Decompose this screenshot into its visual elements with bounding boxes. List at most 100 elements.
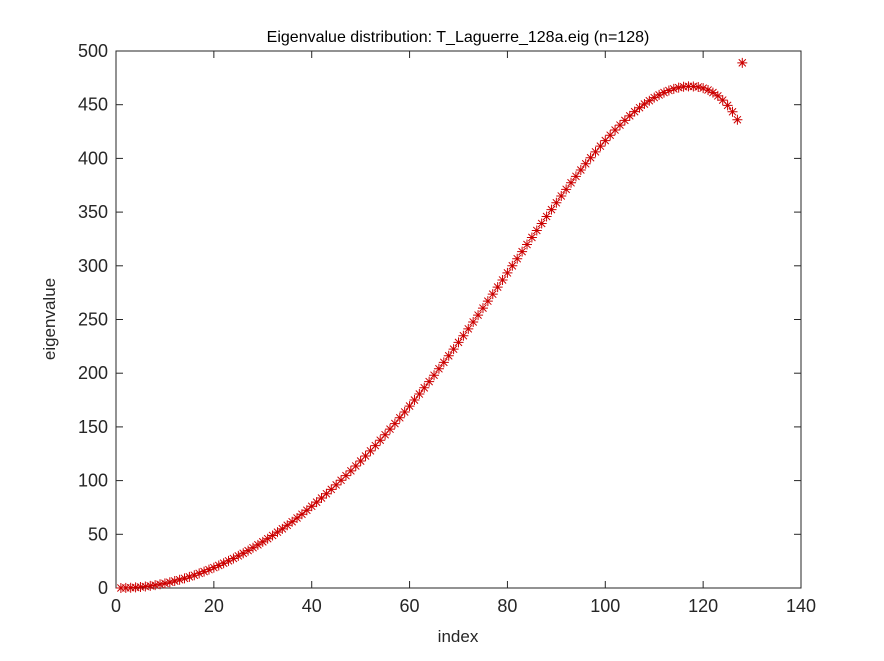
data-point <box>365 445 376 456</box>
data-point <box>566 177 577 188</box>
data-point <box>644 95 655 106</box>
data-point <box>292 512 303 523</box>
x-tick-label: 80 <box>497 596 517 616</box>
data-point <box>389 418 400 429</box>
data-point <box>507 260 518 271</box>
data-point <box>145 580 156 591</box>
data-point <box>429 370 440 381</box>
data-point <box>443 350 454 361</box>
data-point <box>610 125 621 136</box>
data-point <box>438 357 449 368</box>
y-tick-label: 300 <box>78 256 108 276</box>
x-tick-label: 20 <box>204 596 224 616</box>
axes-box <box>115 50 802 589</box>
data-point <box>419 382 430 393</box>
data-point <box>570 171 581 182</box>
data-point <box>707 87 718 98</box>
data-point <box>282 520 293 531</box>
data-point <box>629 106 640 117</box>
data-point <box>345 465 356 476</box>
data-point <box>512 253 523 264</box>
y-tick-label: 500 <box>78 41 108 61</box>
data-point <box>624 110 635 121</box>
data-point <box>155 579 166 590</box>
data-point <box>203 564 214 575</box>
data-point <box>252 539 263 550</box>
data-point <box>649 92 660 103</box>
data-point <box>321 488 332 499</box>
data-point <box>536 218 547 229</box>
data-point <box>526 232 537 243</box>
data-point <box>600 135 611 146</box>
data-point <box>223 555 234 566</box>
data-point <box>732 114 743 125</box>
y-tick-label: 50 <box>88 524 108 544</box>
data-point <box>375 435 386 446</box>
data-point <box>585 152 596 163</box>
data-point <box>458 330 469 341</box>
data-point <box>267 530 278 541</box>
data-point <box>663 85 674 96</box>
data-point <box>409 395 420 406</box>
data-point <box>590 146 601 157</box>
data-point <box>531 225 542 236</box>
data-point <box>468 316 479 327</box>
x-tick-label: 0 <box>111 596 121 616</box>
data-point <box>404 401 415 412</box>
x-tick-label: 120 <box>688 596 718 616</box>
data-point <box>350 460 361 471</box>
data-point <box>272 527 283 538</box>
data-point <box>424 376 435 387</box>
data-point <box>492 282 503 293</box>
data-point <box>316 492 327 503</box>
data-point <box>331 479 342 490</box>
x-tick-label: 140 <box>786 596 816 616</box>
data-point <box>360 451 371 462</box>
data-point <box>394 412 405 423</box>
data-point <box>218 558 229 569</box>
y-tick-label: 0 <box>98 578 108 598</box>
data-point <box>712 90 723 101</box>
chart-title: Eigenvalue distribution: T_Laguerre_128a… <box>267 29 650 46</box>
data-point <box>722 100 733 111</box>
data-point <box>233 550 244 561</box>
data-point <box>414 389 425 400</box>
data-point <box>463 323 474 334</box>
data-point <box>497 274 508 285</box>
y-tick-label: 200 <box>78 363 108 383</box>
data-point <box>541 211 552 222</box>
data-point <box>693 81 704 92</box>
data-point <box>135 582 146 593</box>
data-point <box>619 115 630 126</box>
y-tick-label: 250 <box>78 310 108 330</box>
data-point <box>688 81 699 92</box>
data-point <box>199 566 210 577</box>
data-point <box>717 95 728 106</box>
data-point <box>737 57 748 68</box>
data-point <box>257 536 268 547</box>
data-point <box>213 560 224 571</box>
data-point <box>336 475 347 486</box>
data-point <box>727 106 738 117</box>
x-tick-label: 60 <box>400 596 420 616</box>
data-point <box>184 571 195 582</box>
data-point <box>502 267 513 278</box>
data-point <box>194 568 205 579</box>
data-point <box>668 83 679 94</box>
data-point <box>150 580 161 591</box>
x-axis-label: index <box>438 627 479 646</box>
data-point <box>296 509 307 520</box>
y-tick-label: 450 <box>78 95 108 115</box>
data-point <box>179 573 190 584</box>
data-point <box>399 406 410 417</box>
data-point <box>634 102 645 113</box>
data-point <box>673 82 684 93</box>
data-point <box>482 296 493 307</box>
data-point <box>487 289 498 300</box>
data-point <box>659 87 669 98</box>
data-point <box>306 501 317 512</box>
data-point <box>189 570 200 581</box>
data-point <box>703 84 714 95</box>
data-point <box>287 516 298 527</box>
